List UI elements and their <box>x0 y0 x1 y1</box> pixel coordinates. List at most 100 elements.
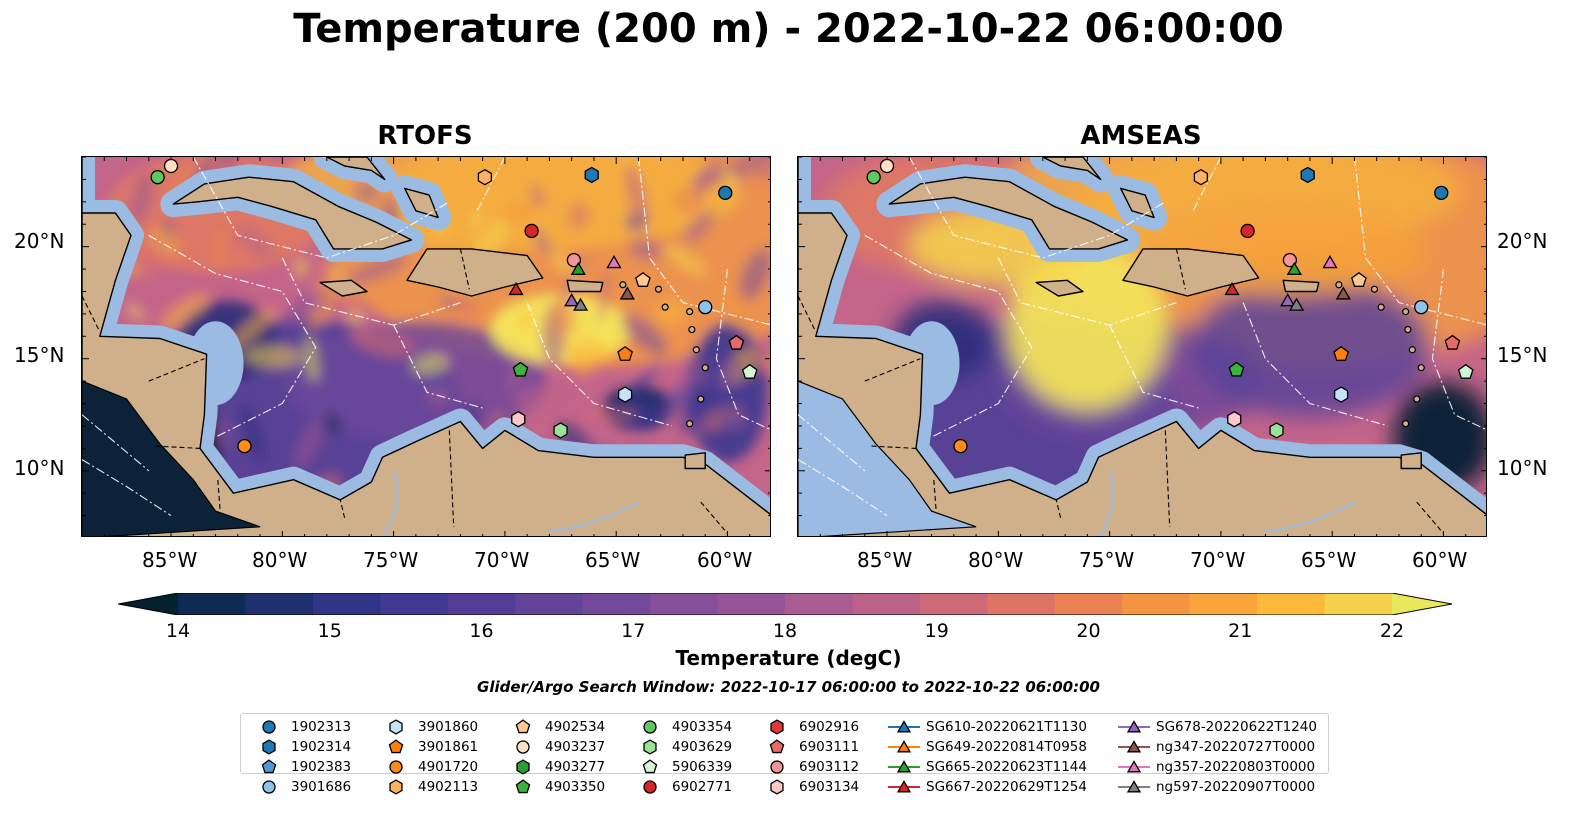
colorbar-tick-label: 16 <box>469 620 494 642</box>
lon-label-left-70w: 70°W <box>474 548 530 572</box>
legend-item: 4903350 <box>503 777 605 797</box>
legend-marker-triangle-icon <box>896 760 912 773</box>
legend-label: 6902771 <box>672 779 733 795</box>
legend-column: SG678-20220622T1240 ng347-20220727T0000 ng… <box>1114 717 1317 797</box>
float-marker-4903350 <box>1228 361 1245 377</box>
legend-item: 4903629 <box>630 737 732 757</box>
legend-marker-circle-icon <box>262 720 276 734</box>
legend-marker-hexagon-icon <box>389 719 403 735</box>
legend-label: SG667-20220629T1254 <box>926 779 1087 795</box>
legend-marker-circle-icon <box>389 760 403 774</box>
legend-marker-circle-icon <box>770 760 784 774</box>
colorbar-segment <box>178 593 246 615</box>
lon-label-left-85w: 85°W <box>142 548 198 572</box>
float-marker-6903112 <box>1282 252 1298 268</box>
float-marker-SG667-20220629T1254 <box>508 281 524 296</box>
float-marker-6903111 <box>728 334 745 350</box>
legend-marker-pentagon-icon <box>515 779 531 794</box>
legend-label: 4903237 <box>545 739 606 755</box>
colorbar-tick-label: 15 <box>317 620 342 642</box>
colorbar-segment <box>717 593 786 615</box>
float-marker-3901686 <box>1414 300 1429 315</box>
float-marker-4903237 <box>163 158 179 174</box>
colorbar-tick-label: 17 <box>621 620 646 642</box>
legend-label: 4903350 <box>545 779 606 795</box>
colorbar-segment <box>515 593 584 615</box>
legend-label: ng347-20220727T0000 <box>1156 739 1316 755</box>
float-marker-4902113 <box>477 168 492 186</box>
colorbar-segment <box>380 593 449 615</box>
float-marker-6903134 <box>511 410 526 428</box>
float-marker-ng597-20220907T0000 <box>1288 297 1305 311</box>
float-marker-SG665-20220623T1144 <box>570 261 586 275</box>
legend-label: SG649-20220814T0958 <box>926 739 1087 755</box>
legend-item: 4903354 <box>630 717 732 737</box>
colorbar-segment <box>1122 593 1191 615</box>
lon-label-right-70w: 70°W <box>1190 548 1246 572</box>
legend-label: SG610-20220621T1130 <box>926 719 1087 735</box>
lon-label-right-75w: 75°W <box>1079 548 1135 572</box>
legend-item: 1902314 <box>249 737 351 757</box>
legend-item: 4902113 <box>376 777 478 797</box>
float-marker-4901720 <box>953 438 968 454</box>
legend-label: ng597-20220907T0000 <box>1156 779 1316 795</box>
legend-item: 3901860 <box>376 717 478 737</box>
colorbar-segment <box>919 593 988 615</box>
float-marker-3901861 <box>1333 345 1349 361</box>
legend: 1902313 1902314 1902383 3901686 3901860 39018… <box>240 713 1329 795</box>
colorbar-segment <box>447 593 516 615</box>
float-marker-4903237 <box>879 158 895 174</box>
float-marker-ng597-20220907T0000 <box>572 297 589 311</box>
legend-marker-pentagon-icon <box>769 739 785 754</box>
colorbar-extend-min <box>118 593 178 615</box>
colorbar-label: Temperature (degC) <box>675 646 902 670</box>
colorbar-tick-label: 21 <box>1228 620 1253 642</box>
lon-label-right-85w: 85°W <box>857 548 913 572</box>
legend-item: 4902534 <box>503 717 605 737</box>
legend-item: 6903134 <box>757 777 859 797</box>
legend-marker-triangle-icon <box>896 740 912 753</box>
legend-item: ng347-20220727T0000 <box>1114 737 1317 757</box>
legend-column: 6902916 6903111 6903112 6903134 <box>757 717 859 797</box>
float-marker-4902534 <box>635 271 651 287</box>
colorbar-segment <box>1189 593 1258 615</box>
legend-item: SG678-20220622T1240 <box>1114 717 1317 737</box>
legend-item: SG649-20220814T0958 <box>884 737 1087 757</box>
lon-label-left-75w: 75°W <box>363 548 419 572</box>
lat-label-left-20n: 20°N <box>14 229 65 253</box>
legend-label: ng357-20220803T0000 <box>1156 759 1316 775</box>
float-marker-6902771 <box>524 223 539 239</box>
legend-column: 4902534 4903237 4903277 4903350 <box>503 717 605 797</box>
colorbar-segment <box>785 593 853 615</box>
legend-label: 1902313 <box>291 719 352 735</box>
legend-label: SG665-20220623T1144 <box>926 759 1087 775</box>
float-marker-SG665-20220623T1144 <box>1286 261 1302 275</box>
legend-marker-pentagon-icon <box>261 759 277 774</box>
colorbar-segment <box>650 593 719 615</box>
float-marker-4901720 <box>237 438 252 454</box>
legend-label: 6903134 <box>799 779 860 795</box>
float-marker-3901686 <box>698 300 713 315</box>
figure-title: Temperature (200 m) - 2022-10-22 06:00:0… <box>293 6 1284 52</box>
amseas-map <box>797 156 1487 537</box>
float-marker-6903112 <box>566 252 582 268</box>
legend-item: 5906339 <box>630 757 732 777</box>
legend-marker-triangle-icon <box>1126 780 1142 793</box>
legend-label: 4903277 <box>545 759 606 775</box>
legend-label: 3901861 <box>418 739 479 755</box>
legend-label: 5906339 <box>672 759 733 775</box>
legend-marker-circle-icon <box>643 780 657 794</box>
legend-item: ng597-20220907T0000 <box>1114 777 1317 797</box>
legend-label: 3901860 <box>418 719 479 735</box>
legend-item: 6903112 <box>757 757 859 777</box>
lat-label-left-15n: 15°N <box>14 343 65 367</box>
lon-label-left-65w: 65°W <box>585 548 641 572</box>
legend-item: SG610-20220621T1130 <box>884 717 1087 737</box>
float-marker-4903354 <box>150 170 165 185</box>
float-marker-4903350 <box>512 361 529 377</box>
legend-item: 4901720 <box>376 757 478 777</box>
legend-label: 1902314 <box>291 739 352 755</box>
legend-label: 6903111 <box>799 739 860 755</box>
legend-marker-hexagon-icon <box>389 779 403 795</box>
panel-title-amseas: AMSEAS <box>1080 121 1202 151</box>
